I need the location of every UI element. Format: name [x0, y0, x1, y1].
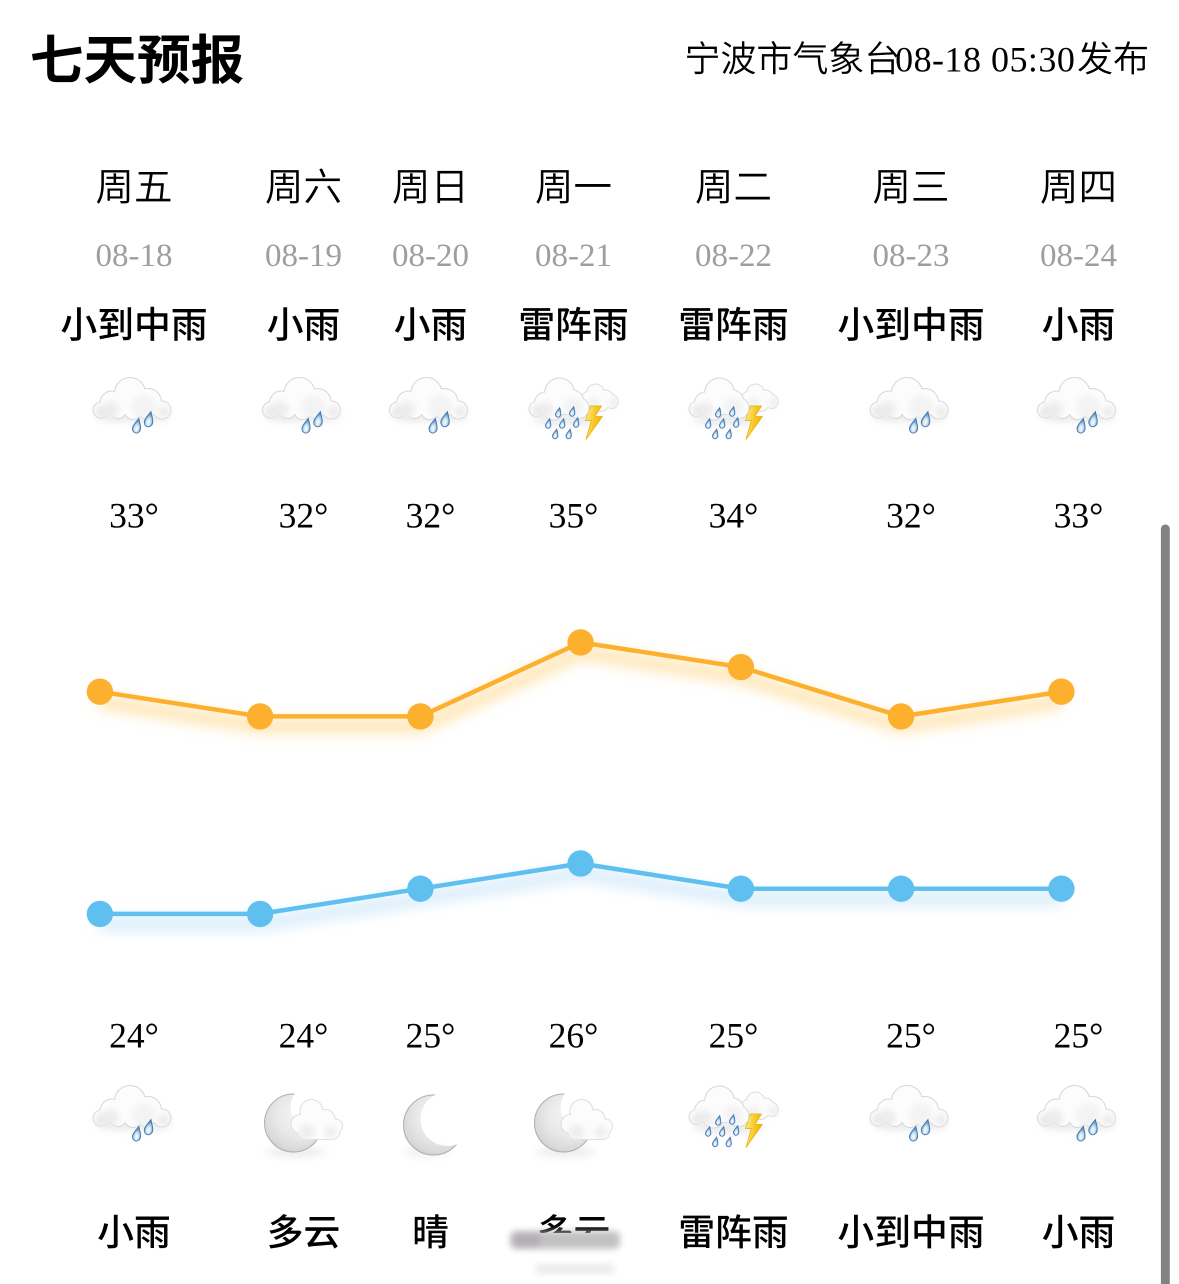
svg-text:08-18 05:30: 08-18 05:30: [895, 40, 1075, 80]
svg-text:25°: 25°: [406, 1016, 456, 1056]
svg-text:08-23: 08-23: [873, 238, 950, 274]
svg-text:24°: 24°: [279, 1016, 329, 1056]
svg-text:08-18: 08-18: [96, 238, 173, 274]
svg-text:32°: 32°: [406, 496, 456, 536]
svg-text:24°: 24°: [109, 1016, 159, 1056]
svg-text:32°: 32°: [279, 496, 329, 536]
svg-text:25°: 25°: [886, 1016, 936, 1056]
svg-text:33°: 33°: [1054, 496, 1104, 536]
svg-text:08-21: 08-21: [535, 238, 612, 274]
svg-text:35°: 35°: [549, 496, 599, 536]
svg-text:08-22: 08-22: [695, 238, 772, 274]
svg-text:33°: 33°: [109, 496, 159, 536]
svg-text:32°: 32°: [886, 496, 936, 536]
svg-text:08-24: 08-24: [1040, 238, 1117, 274]
svg-text:08-20: 08-20: [392, 238, 469, 274]
svg-text:08-19: 08-19: [265, 238, 342, 274]
svg-text:25°: 25°: [709, 1016, 759, 1056]
svg-text:34°: 34°: [709, 496, 759, 536]
svg-text:25°: 25°: [1054, 1016, 1104, 1056]
svg-text:26°: 26°: [549, 1016, 599, 1056]
